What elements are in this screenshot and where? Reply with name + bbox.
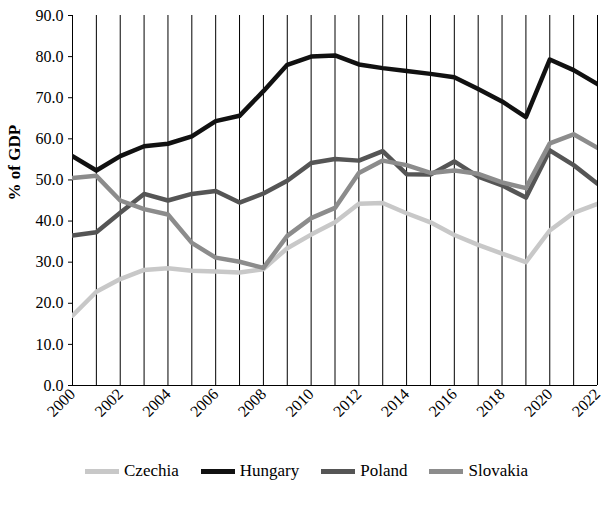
svg-text:20.0: 20.0 xyxy=(36,294,64,311)
svg-text:50.0: 50.0 xyxy=(36,171,64,188)
svg-text:80.0: 80.0 xyxy=(36,48,64,65)
svg-text:40.0: 40.0 xyxy=(36,212,64,229)
svg-text:10.0: 10.0 xyxy=(36,336,64,353)
svg-text:0.0: 0.0 xyxy=(43,376,64,394)
svg-text:2016: 2016 xyxy=(425,385,460,420)
svg-text:90.0: 90.0 xyxy=(36,7,64,24)
svg-text:30.0: 30.0 xyxy=(36,253,64,270)
svg-text:2022: 2022 xyxy=(569,385,604,420)
svg-text:2002: 2002 xyxy=(91,385,126,420)
html-text:Czechia: Czechia xyxy=(124,461,179,480)
svg-text:2010: 2010 xyxy=(282,385,317,420)
svg-text:% of GDP: % of GDP xyxy=(5,125,24,201)
svg-text:2012: 2012 xyxy=(330,385,365,420)
html-text:Slovakia: Slovakia xyxy=(468,461,528,480)
svg-text:2006: 2006 xyxy=(187,385,222,420)
svg-text:60.0: 60.0 xyxy=(36,130,64,147)
svg-text:2018: 2018 xyxy=(473,385,508,420)
svg-text:2004: 2004 xyxy=(139,385,174,420)
svg-text:70.0: 70.0 xyxy=(36,89,64,106)
svg-text:2014: 2014 xyxy=(378,385,413,420)
svg-text:2000: 2000 xyxy=(44,385,79,420)
svg-text:2020: 2020 xyxy=(521,385,556,420)
html-text:Hungary: Hungary xyxy=(239,461,300,480)
svg-text:2008: 2008 xyxy=(235,385,270,420)
html-text:Poland: Poland xyxy=(360,461,408,480)
